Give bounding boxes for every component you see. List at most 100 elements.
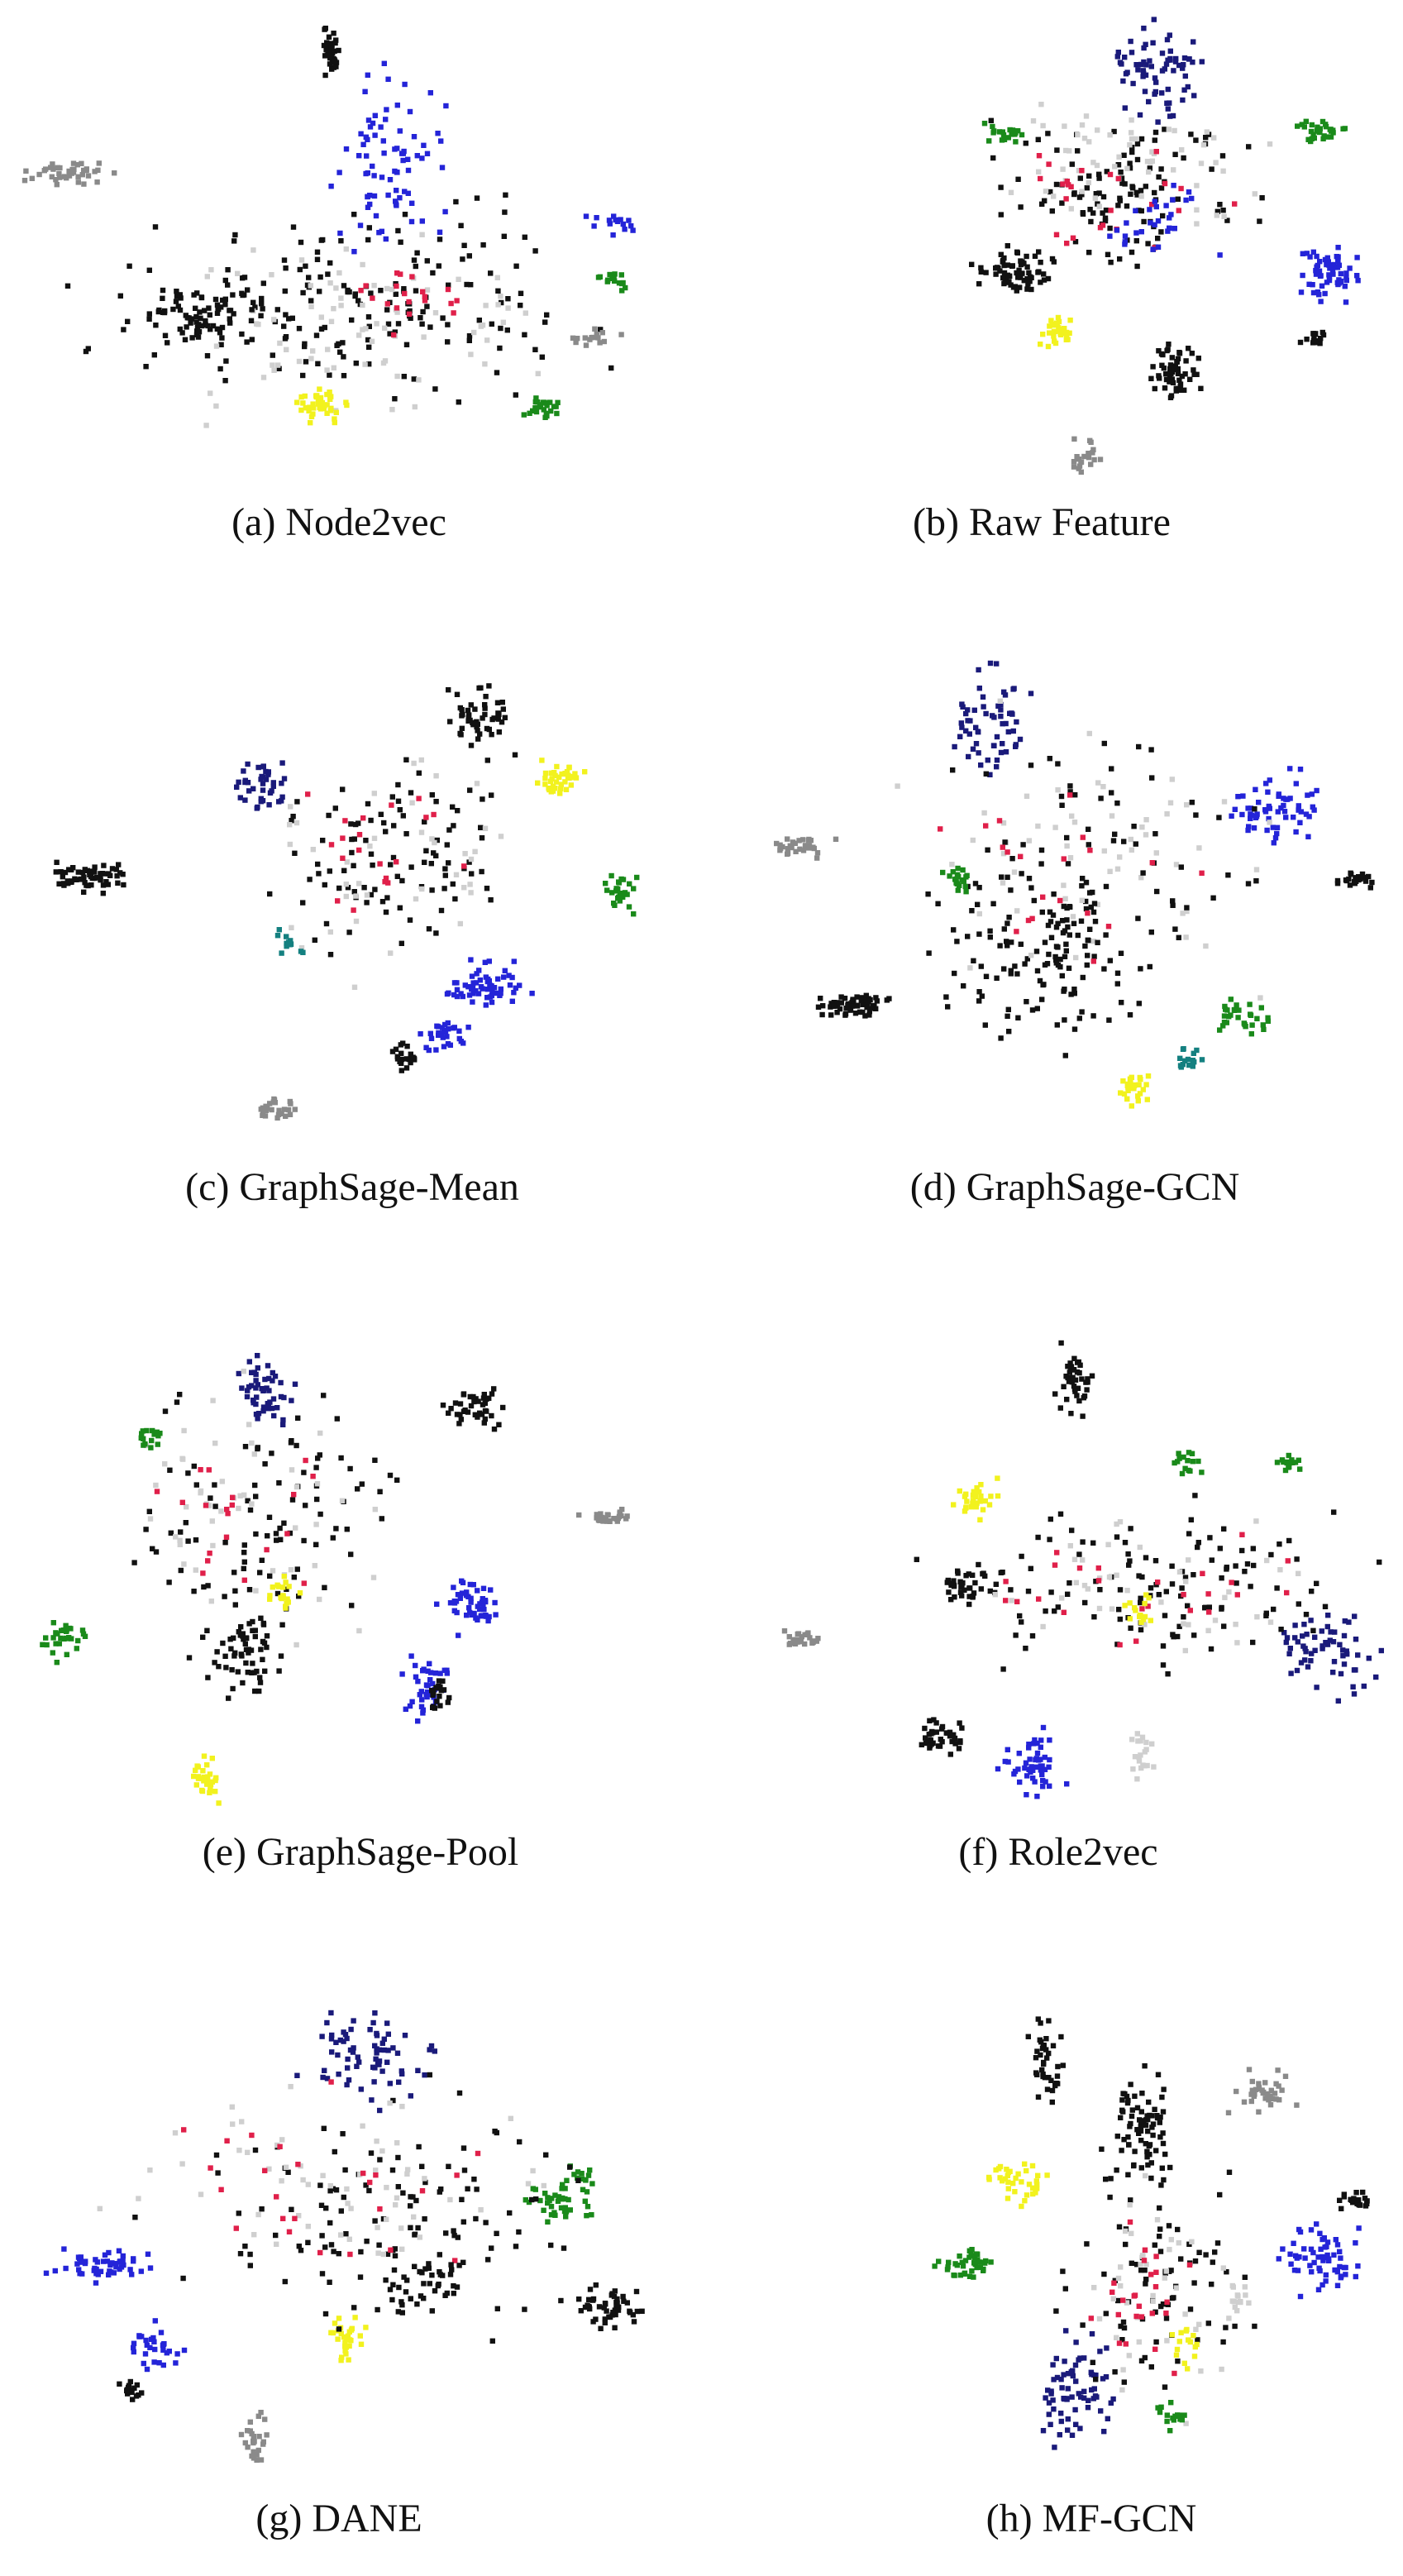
point — [1135, 1093, 1141, 1099]
point — [1000, 844, 1005, 850]
point — [1260, 1022, 1266, 1028]
point — [1157, 2134, 1163, 2140]
point — [206, 1467, 212, 1473]
point — [1239, 1532, 1245, 1537]
point — [1029, 1633, 1036, 1639]
point — [1312, 1634, 1318, 1640]
point — [1093, 1579, 1099, 1584]
point — [1051, 2377, 1057, 2382]
point — [1265, 789, 1271, 795]
point — [1252, 191, 1257, 197]
point — [252, 1482, 258, 1489]
point — [1257, 218, 1262, 224]
point — [1018, 853, 1024, 859]
point — [453, 872, 460, 877]
point — [601, 1518, 607, 1524]
point — [1342, 1618, 1348, 1624]
point — [1088, 218, 1094, 225]
point — [914, 1556, 919, 1562]
point — [241, 1542, 247, 1548]
point — [92, 169, 98, 174]
point — [372, 887, 378, 892]
point — [430, 1680, 436, 1687]
point — [232, 1650, 238, 1656]
point — [1117, 60, 1124, 65]
point — [1071, 991, 1077, 996]
point — [1095, 939, 1100, 945]
point — [1022, 2198, 1028, 2204]
point — [578, 2308, 584, 2314]
point — [303, 405, 308, 411]
point — [1173, 385, 1179, 391]
point — [1213, 160, 1219, 165]
point — [1257, 995, 1263, 1001]
point — [193, 1567, 198, 1573]
point — [210, 1542, 216, 1549]
point — [1147, 963, 1152, 970]
point — [1150, 40, 1156, 45]
point — [356, 332, 362, 338]
point — [1183, 2421, 1189, 2426]
point — [1124, 1096, 1130, 1102]
point — [393, 1046, 399, 1052]
point — [560, 2182, 565, 2187]
point — [976, 686, 982, 691]
point — [957, 1488, 962, 1494]
point — [1220, 168, 1226, 174]
point — [151, 352, 157, 358]
point — [1287, 766, 1293, 772]
point — [241, 1577, 247, 1583]
point — [583, 2177, 589, 2183]
point — [1161, 366, 1167, 371]
point — [1343, 275, 1349, 280]
point — [559, 2186, 565, 2191]
point — [1143, 41, 1148, 47]
point — [57, 174, 63, 180]
point — [465, 1409, 471, 1415]
point — [1136, 2339, 1142, 2345]
point — [457, 1412, 463, 1417]
point — [1033, 1756, 1038, 1763]
point — [1232, 2323, 1238, 2330]
point — [789, 844, 795, 851]
point — [404, 1044, 410, 1049]
point — [1061, 856, 1067, 862]
point — [1129, 117, 1134, 123]
point — [333, 2039, 339, 2045]
point — [1173, 2352, 1180, 2358]
point — [1124, 203, 1130, 209]
point — [454, 2172, 460, 2178]
point — [1130, 1766, 1136, 1772]
point — [609, 890, 615, 896]
point — [1137, 1544, 1143, 1551]
point — [620, 280, 626, 286]
point — [241, 1559, 247, 1565]
point — [1062, 2286, 1068, 2292]
point — [1254, 1016, 1260, 1021]
point — [280, 2215, 286, 2221]
point — [457, 1592, 464, 1598]
point — [255, 1365, 260, 1371]
point — [332, 2320, 338, 2326]
point — [177, 1537, 183, 1543]
point — [495, 716, 501, 722]
point — [828, 1004, 833, 1010]
point — [480, 242, 486, 248]
point — [1167, 55, 1173, 62]
point — [83, 348, 89, 355]
point — [1296, 2254, 1302, 2260]
point — [371, 193, 378, 199]
point — [160, 295, 165, 301]
point — [1170, 1632, 1176, 1637]
point — [1234, 2088, 1239, 2095]
point — [1343, 2264, 1348, 2271]
point — [1265, 2091, 1271, 2097]
point — [1091, 901, 1098, 906]
point — [1158, 229, 1164, 235]
point — [1076, 1398, 1082, 1404]
point — [1129, 2113, 1135, 2120]
point — [40, 1642, 45, 1647]
point — [273, 2232, 279, 2239]
point — [1167, 2428, 1173, 2434]
point — [995, 1475, 1000, 1481]
